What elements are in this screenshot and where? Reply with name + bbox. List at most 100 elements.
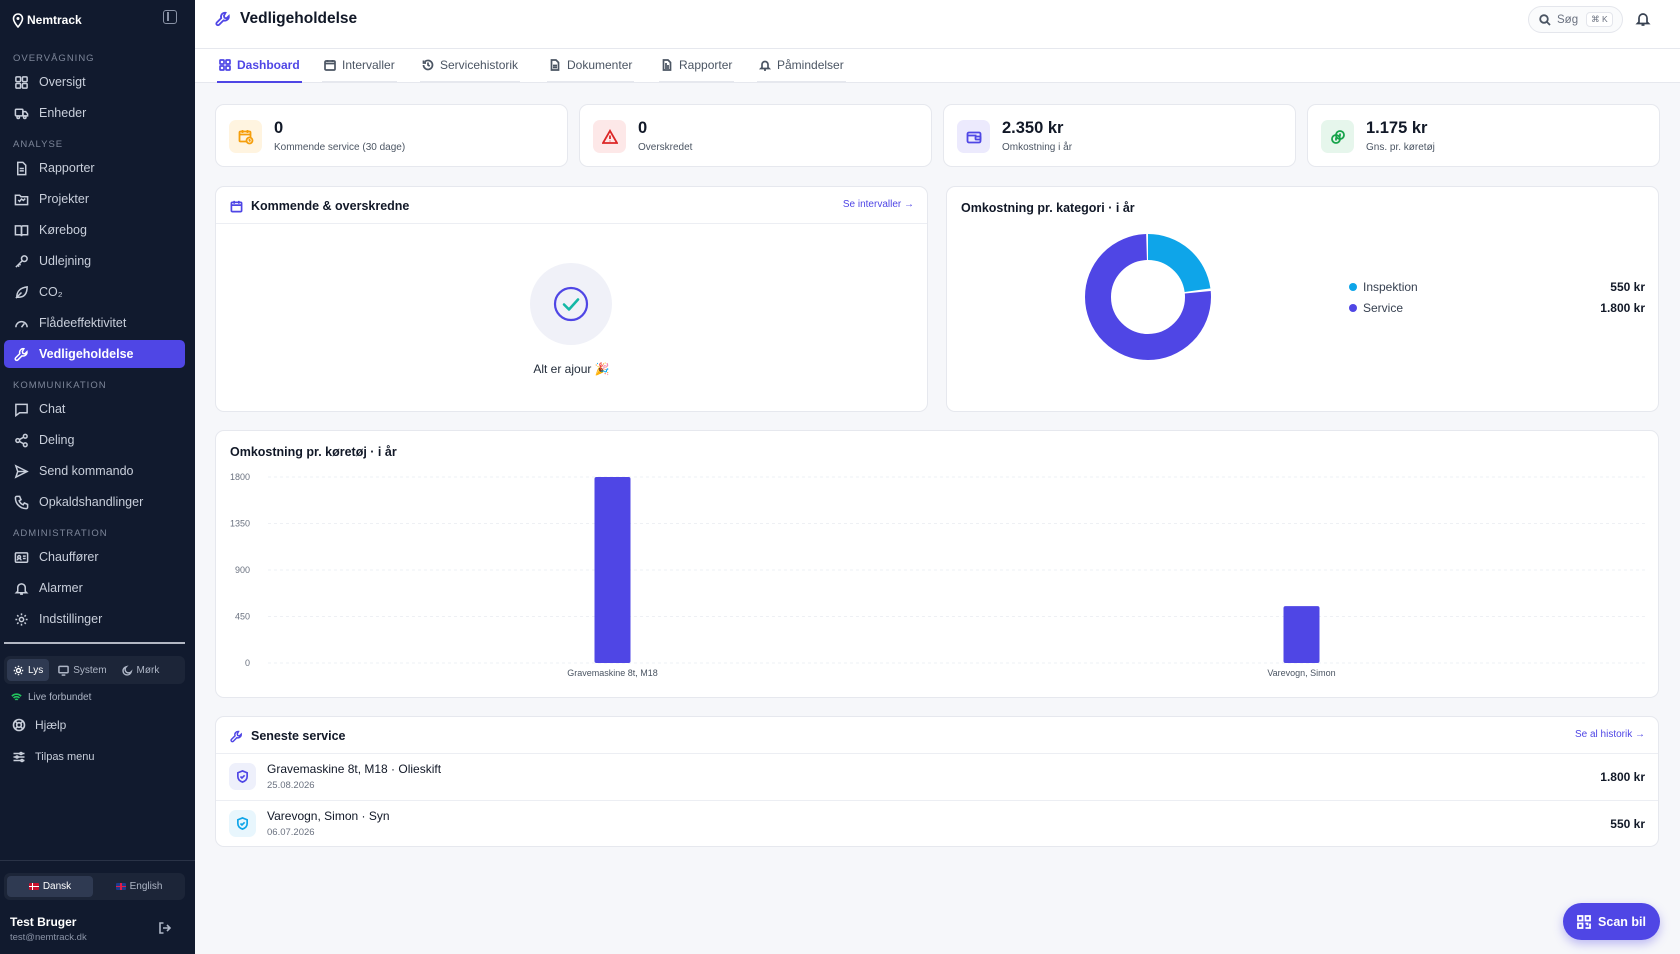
language-danish-option[interactable]: Dansk [7, 876, 93, 897]
sidebar-item-udlejning[interactable]: Udlejning [4, 247, 185, 275]
collapse-sidebar-icon[interactable] [163, 10, 177, 24]
category-donut-chart [1085, 234, 1211, 360]
sidebar-item-label: Projekter [39, 192, 90, 206]
sidebar-item-label: Kørebog [39, 223, 87, 237]
sidebar-item-co2[interactable]: CO₂ [4, 278, 185, 306]
sidebar-item-alarmer[interactable]: Alarmer [4, 574, 185, 602]
book-icon [14, 224, 29, 236]
sidebar-item-chat[interactable]: Chat [4, 395, 185, 423]
page-title-text: Vedligeholdelse [240, 10, 358, 27]
service-amount: 550 kr [1610, 817, 1645, 831]
lifebuoy-icon [12, 718, 26, 732]
sidebar-item-rapporter[interactable]: Rapporter [4, 154, 185, 182]
theme-dark-option[interactable]: Mørk [116, 659, 166, 681]
bar[interactable] [1283, 606, 1320, 663]
theme-light-option[interactable]: Lys [7, 659, 50, 681]
bell-icon [14, 582, 29, 595]
kpi-label: Overskredet [638, 142, 693, 153]
user-email: test@nemtrack.dk [10, 932, 87, 943]
card-title-text: Seneste service [251, 729, 346, 743]
theme-switch: Lys System Mørk [4, 656, 185, 684]
theme-system-option[interactable]: System [52, 659, 112, 681]
sidebar-item-projekter[interactable]: Projekter [4, 185, 185, 213]
logout-button[interactable] [158, 921, 172, 935]
sidebar-item-customize-menu[interactable]: Tilpas menu [12, 750, 95, 764]
sidebar-item-help[interactable]: Hjælp [12, 718, 66, 732]
id-card-icon [14, 551, 29, 563]
search-button[interactable]: Søg ⌘ K [1528, 6, 1623, 33]
notifications-button[interactable] [1635, 11, 1651, 32]
card-title: Seneste service [230, 729, 346, 743]
theme-dark-label: Mørk [136, 664, 160, 676]
sidebar-divider [4, 642, 185, 644]
page-title: Vedligeholdelse [215, 10, 357, 28]
sidebar-item-indstillinger[interactable]: Indstillinger [4, 605, 185, 633]
gear-icon [15, 612, 28, 626]
donut-slice-inspektion[interactable] [1085, 234, 1211, 360]
wrench-icon [215, 11, 230, 27]
tab-intervaller[interactable]: Intervaller [322, 49, 397, 83]
sidebar-item-oversigt[interactable]: Oversigt [4, 68, 185, 96]
service-title: Varevogn, Simon · Syn [267, 809, 390, 823]
calendar-clock-icon [230, 200, 243, 212]
category-cost-card: Omkostning pr. kategori · i år Inspektio… [946, 186, 1659, 412]
tab-label: Servicehistorik [440, 58, 519, 72]
bell-icon [1635, 13, 1651, 26]
legend-swatch [1349, 304, 1357, 312]
tab-paamindelser[interactable]: Påmindelser [757, 49, 846, 83]
truck-icon [14, 108, 29, 119]
sidebar-item-label: Vedligeholdelse [39, 347, 134, 361]
sidebar-item-enheder[interactable]: Enheder [4, 99, 185, 127]
card-title-text: Kommende & overskredne [251, 199, 410, 213]
service-title: Gravemaskine 8t, M18 · Olieskift [267, 762, 442, 776]
service-amount: 1.800 kr [1600, 770, 1645, 784]
share-icon [15, 433, 28, 447]
calendar-clock-icon [238, 129, 253, 144]
key-icon [15, 254, 28, 268]
scan-car-button[interactable]: Scan bil [1563, 903, 1660, 940]
section-monitoring: OVERVÅGNING [13, 53, 95, 64]
upcoming-card: Kommende & overskredne Se intervaller → … [215, 186, 928, 412]
brand-logo[interactable]: Nemtrack [12, 8, 82, 32]
wallet-icon [966, 131, 981, 143]
bar[interactable] [594, 477, 631, 663]
card-divider [216, 223, 927, 224]
kpi-overdue: 0 Overskredet [579, 104, 932, 167]
tab-servicehistorik[interactable]: Servicehistorik [420, 49, 521, 83]
moon-icon [121, 664, 133, 676]
qr-code-icon [1577, 914, 1591, 929]
sidebar-item-label: CO₂ [39, 285, 63, 299]
sidebar-item-chauffoerer[interactable]: Chauffører [4, 543, 185, 571]
topbar: Vedligeholdelse Søg ⌘ K [195, 0, 1680, 49]
coins-icon [1330, 129, 1345, 144]
service-row[interactable]: Gravemaskine 8t, M18 · Olieskift 25.08.2… [216, 753, 1658, 800]
legend-value: 1.800 kr [1600, 301, 1645, 315]
card-divider [216, 753, 1658, 754]
sidebar-item-deling[interactable]: Deling [4, 426, 185, 454]
card-title: Omkostning pr. køretøj · i år [230, 445, 397, 459]
kpi-value: 2.350 kr [1002, 119, 1064, 137]
service-row[interactable]: Varevogn, Simon · Syn 06.07.2026 550 kr [216, 800, 1658, 847]
service-date: 06.07.2026 [267, 827, 315, 838]
language-english-option[interactable]: English [96, 876, 182, 897]
tab-dokumenter[interactable]: Dokumenter [547, 49, 635, 83]
kpi-icon-bg [1321, 120, 1354, 153]
sidebar-item-label: Enheder [39, 106, 87, 120]
sidebar-item-label: Oversigt [39, 75, 86, 89]
tab-dashboard[interactable]: Dashboard [217, 49, 302, 83]
tab-rapporter[interactable]: Rapporter [659, 49, 735, 83]
sidebar-item-vedligeholdelse[interactable]: Vedligeholdelse [4, 340, 185, 368]
sidebar-item-label: Send kommando [39, 464, 134, 478]
sidebar-item-opkaldshandlinger[interactable]: Opkaldshandlinger [4, 488, 185, 516]
kpi-label: Kommende service (30 dage) [274, 142, 406, 153]
see-intervals-link[interactable]: Se intervaller → [842, 199, 914, 210]
all-clear-badge [530, 263, 612, 345]
search-label: Søg [1557, 13, 1579, 26]
sidebar-item-fladeeffektivitet[interactable]: Flådeeffektivitet [4, 309, 185, 337]
see-all-history-link[interactable]: Se al historik → [1574, 729, 1645, 740]
donut-slice-service[interactable] [1085, 234, 1211, 360]
sidebar: Nemtrack OVERVÅGNING Oversigt Enheder AN… [0, 0, 195, 954]
sidebar-item-korebog[interactable]: Kørebog [4, 216, 185, 244]
sidebar-item-send-kommando[interactable]: Send kommando [4, 457, 185, 485]
monitor-icon [58, 665, 70, 676]
